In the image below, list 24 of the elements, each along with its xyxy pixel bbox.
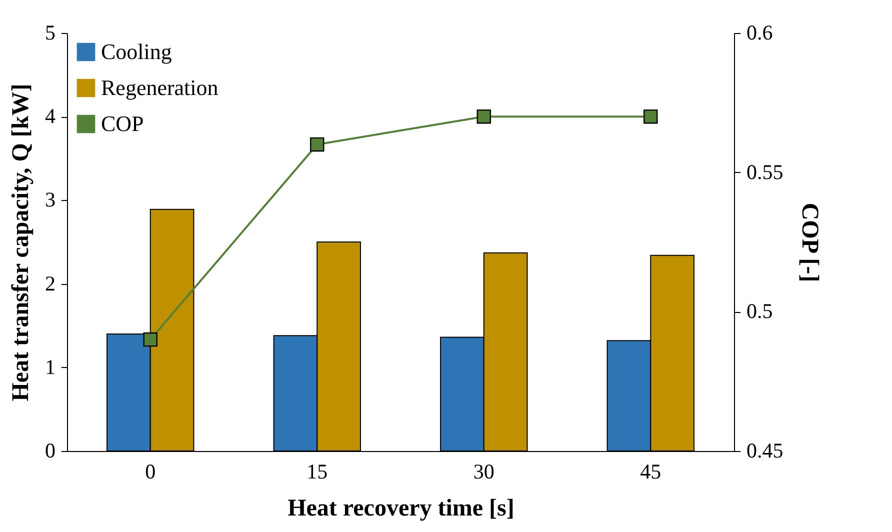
legend-label: Regeneration: [101, 75, 218, 100]
y-tick-label: 4: [45, 104, 56, 128]
y2-axis-title: COP [-]: [796, 202, 822, 282]
y-axis-title: Heat transfer capacity, Q [kW]: [8, 84, 34, 402]
y-tick-label: 5: [45, 20, 56, 44]
y2-tick-label: 0.6: [746, 20, 773, 44]
legend-label: COP: [101, 111, 144, 136]
x-tick-label: 15: [306, 460, 328, 484]
y-tick-label: 2: [45, 271, 56, 296]
legend-label: Cooling: [101, 39, 172, 64]
y-tick-label: 3: [45, 188, 56, 212]
point: [476, 109, 491, 124]
point: [310, 137, 324, 152]
x-tick-label: 0: [145, 460, 156, 484]
y-tick-label: 0: [45, 438, 56, 462]
y2-tick-label: 0.45: [746, 438, 784, 462]
y2-tick-label: 0.5: [746, 299, 773, 324]
point: [143, 332, 158, 347]
y2-tick-label: 0.55: [746, 160, 784, 184]
y-tick-label: 1: [45, 354, 56, 379]
x-tick-label: 45: [640, 460, 662, 484]
x-tick-label: 30: [473, 460, 494, 484]
x-axis-title: Heat recovery time [s]: [288, 496, 514, 522]
point: [644, 109, 658, 124]
